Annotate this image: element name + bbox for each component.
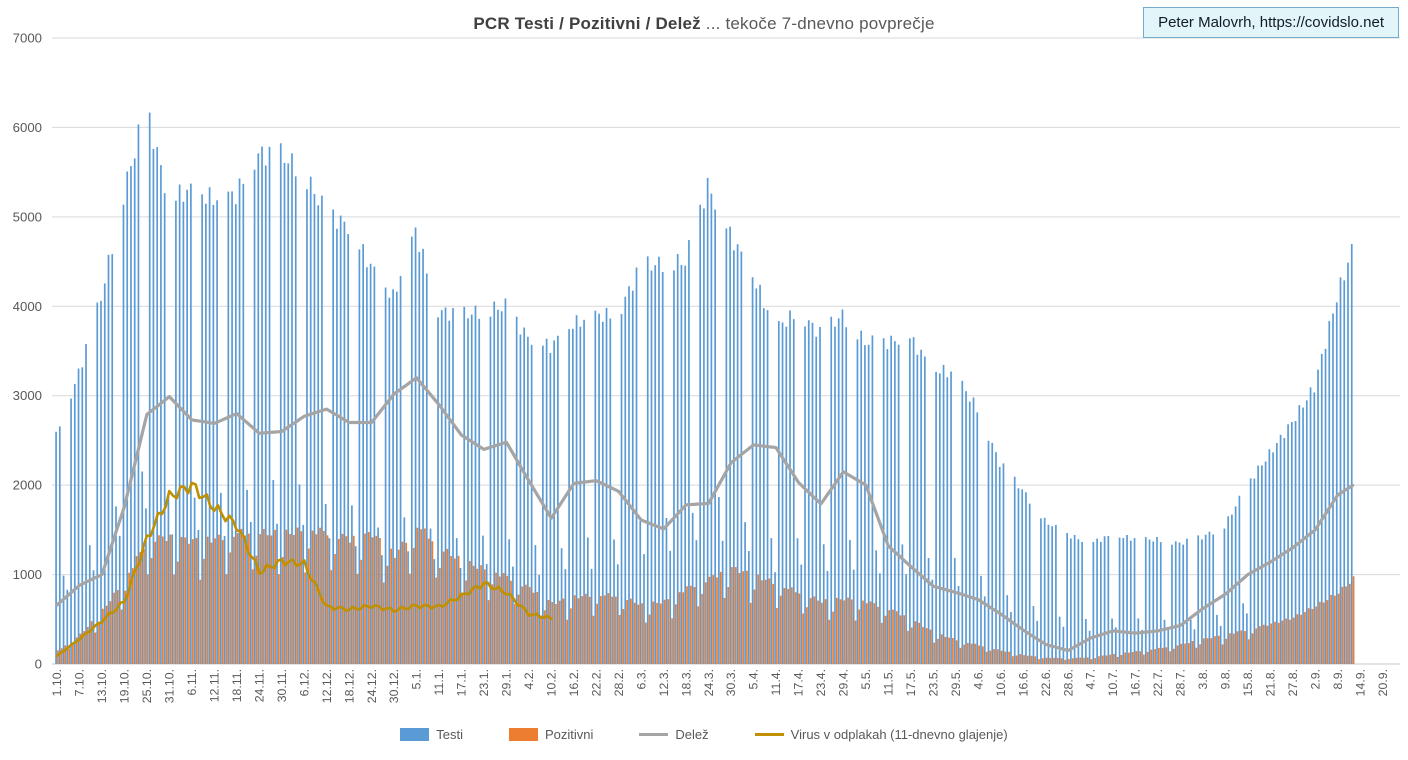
svg-text:12.11.: 12.11. — [208, 669, 222, 702]
svg-text:22.2.: 22.2. — [589, 669, 603, 696]
svg-text:5.1.: 5.1. — [410, 669, 424, 690]
svg-text:6.11.: 6.11. — [185, 669, 199, 695]
y-axis-labels: 0 1000 2000 3000 4000 5000 6000 7000 — [13, 31, 42, 672]
pozitivni-bars — [57, 527, 1355, 664]
svg-text:16.2.: 16.2. — [567, 669, 581, 696]
svg-text:18.12.: 18.12. — [342, 669, 356, 703]
legend-item-pozitivni: Pozitivni — [509, 727, 593, 742]
svg-text:11.4.: 11.4. — [769, 669, 783, 695]
svg-text:1000: 1000 — [13, 567, 42, 582]
svg-text:28.2.: 28.2. — [612, 669, 626, 696]
svg-text:8.9.: 8.9. — [1331, 669, 1345, 690]
testi-bars — [55, 112, 1353, 665]
chart-title: PCR Testi / Pozitivni / Delež ... tekoče… — [0, 14, 1408, 34]
svg-text:28.6.: 28.6. — [1061, 669, 1075, 696]
svg-text:30.3.: 30.3. — [724, 669, 738, 696]
svg-text:18.3.: 18.3. — [679, 669, 693, 696]
svg-text:30.11.: 30.11. — [275, 669, 289, 702]
svg-text:4.2.: 4.2. — [522, 669, 536, 690]
svg-text:15.8.: 15.8. — [1241, 669, 1255, 696]
svg-text:27.8.: 27.8. — [1286, 669, 1300, 696]
x-axis-labels: 1.10. 7.10. 13.10. 19.10. 25.10. 31.10. 6.11. 1… — [50, 669, 1390, 703]
svg-text:17.1.: 17.1. — [455, 669, 469, 696]
legend-label-testi: Testi — [436, 727, 463, 742]
svg-text:10.6.: 10.6. — [994, 669, 1008, 696]
svg-text:7000: 7000 — [13, 31, 42, 46]
svg-text:3000: 3000 — [13, 388, 42, 403]
legend-swatch-testi-bar — [400, 728, 430, 741]
svg-text:25.10.: 25.10. — [140, 669, 154, 703]
svg-text:24.12.: 24.12. — [365, 669, 379, 703]
svg-text:2.9.: 2.9. — [1308, 669, 1322, 690]
svg-text:20.9.: 20.9. — [1376, 669, 1390, 696]
svg-text:31.10.: 31.10. — [163, 669, 177, 703]
svg-text:16.6.: 16.6. — [1016, 669, 1030, 696]
svg-text:6.3.: 6.3. — [634, 669, 648, 690]
svg-text:3.8.: 3.8. — [1196, 669, 1210, 690]
svg-text:9.8.: 9.8. — [1219, 669, 1233, 690]
svg-text:29.1.: 29.1. — [500, 669, 514, 696]
svg-text:23.4.: 23.4. — [814, 669, 828, 696]
svg-text:10.2.: 10.2. — [545, 669, 559, 696]
svg-text:12.3.: 12.3. — [657, 669, 671, 696]
svg-text:11.5.: 11.5. — [882, 669, 896, 695]
svg-text:24.11.: 24.11. — [252, 669, 266, 702]
svg-text:22.7.: 22.7. — [1151, 669, 1165, 696]
svg-text:0: 0 — [35, 657, 42, 672]
legend-swatch-delez-line — [639, 732, 669, 737]
legend-item-testi: Testi — [400, 727, 463, 742]
svg-text:14.9.: 14.9. — [1353, 669, 1367, 696]
legend-label-virus: Virus v odplakah (11-dnevno glajenje) — [790, 727, 1008, 742]
svg-text:5.4.: 5.4. — [747, 669, 761, 690]
svg-text:17.5.: 17.5. — [904, 669, 918, 696]
svg-text:28.7.: 28.7. — [1174, 669, 1188, 696]
watermark-text: Peter Malovrh, https://covidslo.net — [1158, 14, 1384, 31]
svg-text:5000: 5000 — [13, 209, 42, 224]
svg-text:5.5.: 5.5. — [859, 669, 873, 690]
svg-text:6.12.: 6.12. — [297, 669, 311, 696]
svg-text:12.12.: 12.12. — [320, 669, 334, 703]
legend-label-pozitivni: Pozitivni — [545, 727, 594, 742]
svg-text:21.8.: 21.8. — [1264, 669, 1278, 696]
svg-text:2000: 2000 — [13, 478, 42, 493]
svg-text:19.10.: 19.10. — [118, 669, 132, 703]
watermark-badge: Peter Malovrh, https://covidslo.net — [1143, 7, 1399, 38]
legend-swatch-pozitivni-bar — [509, 728, 538, 741]
svg-text:23.1.: 23.1. — [477, 669, 491, 696]
delez-line — [55, 376, 1355, 653]
svg-text:22.6.: 22.6. — [1039, 669, 1053, 696]
svg-text:4000: 4000 — [13, 299, 42, 314]
legend-swatch-virus-line — [754, 732, 784, 737]
svg-text:7.10.: 7.10. — [73, 669, 87, 696]
svg-text:17.4.: 17.4. — [792, 669, 806, 696]
svg-text:10.7.: 10.7. — [1106, 669, 1120, 696]
legend-label-delez: Delež — [675, 727, 709, 742]
svg-text:1.10.: 1.10. — [50, 669, 64, 696]
svg-text:23.5.: 23.5. — [927, 669, 941, 696]
svg-text:16.7.: 16.7. — [1129, 669, 1143, 696]
chart-title-suffix: ... tekoče 7-dnevno povprečje — [700, 14, 935, 33]
svg-text:4.6.: 4.6. — [971, 669, 985, 690]
legend-item-virus: Virus v odplakah (11-dnevno glajenje) — [754, 727, 1008, 742]
svg-text:24.3.: 24.3. — [702, 669, 716, 696]
svg-text:11.1.: 11.1. — [432, 669, 446, 695]
svg-text:6000: 6000 — [13, 120, 42, 135]
svg-text:4.7.: 4.7. — [1084, 669, 1098, 690]
legend-item-delez: Delež — [639, 727, 709, 742]
virus-line — [55, 481, 553, 658]
chart-title-bold: PCR Testi / Pozitivni / Delež — [473, 14, 701, 33]
svg-text:29.5.: 29.5. — [949, 669, 963, 696]
svg-text:29.4.: 29.4. — [837, 669, 851, 696]
svg-text:18.11.: 18.11. — [230, 669, 244, 702]
svg-text:30.12.: 30.12. — [387, 669, 401, 703]
svg-text:13.10.: 13.10. — [95, 669, 109, 703]
chart-legend: Testi Pozitivni Delež Virus v odplakah (… — [0, 727, 1408, 742]
